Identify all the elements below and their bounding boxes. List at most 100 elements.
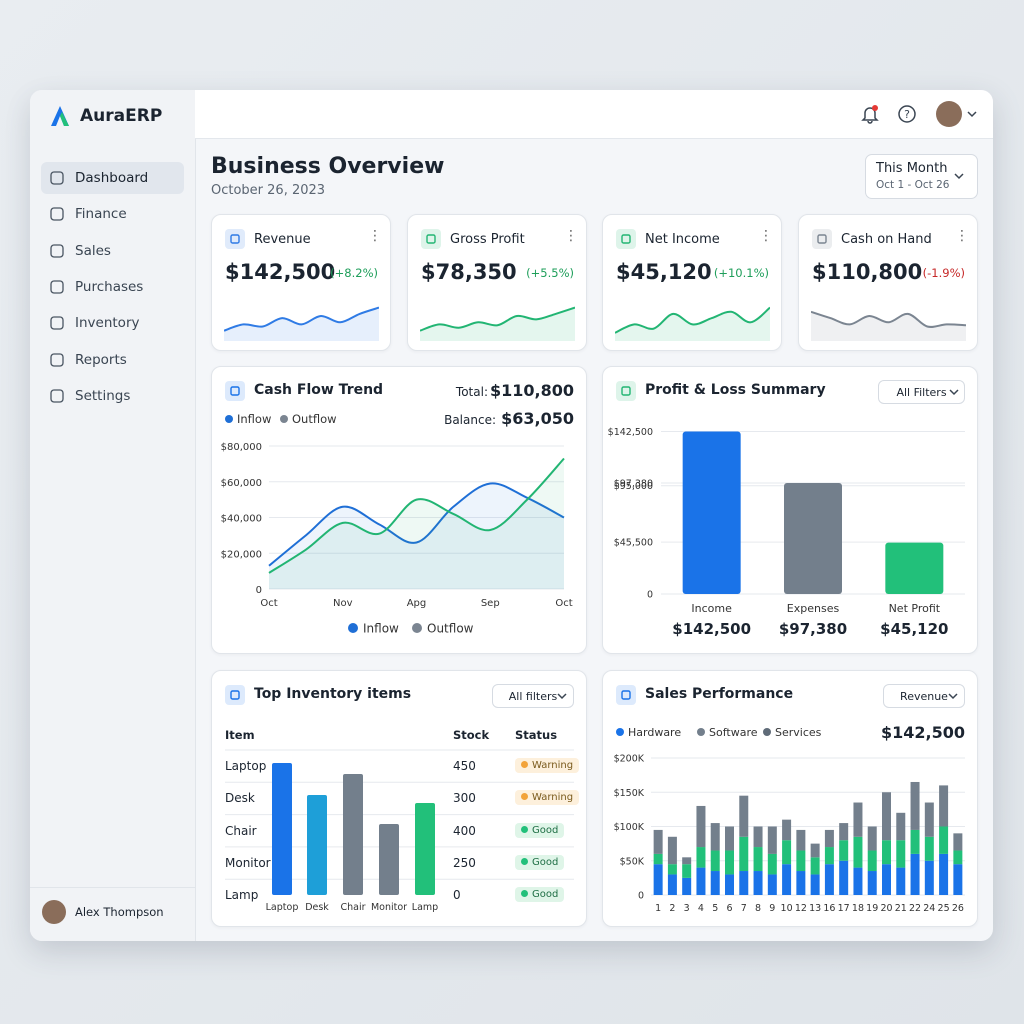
x-tick-label: 3 bbox=[684, 903, 690, 914]
bar-segment bbox=[753, 847, 763, 872]
filter-button[interactable]: Revenue bbox=[883, 684, 965, 708]
period-picker[interactable]: This Month Oct 1 - Oct 26 bbox=[865, 154, 978, 199]
bar-segment bbox=[753, 826, 763, 848]
filter-button[interactable]: All filters bbox=[492, 684, 574, 708]
nav-icon bbox=[50, 207, 64, 221]
bar-segment bbox=[824, 829, 834, 848]
nav-item[interactable]: Inventory bbox=[41, 307, 184, 339]
nav-icon-shape bbox=[50, 389, 64, 403]
kpi-card: Cash on Hand ⋮ $110,800 (-1.9%) bbox=[798, 214, 978, 351]
profile-avatar[interactable] bbox=[936, 101, 962, 127]
user-name: Alex Thompson bbox=[75, 905, 164, 919]
status-badge: Good bbox=[515, 822, 565, 838]
period-range: Oct 1 - Oct 26 bbox=[876, 179, 950, 191]
bar-segment bbox=[824, 864, 834, 895]
card-icon bbox=[225, 685, 245, 705]
bar-segment bbox=[953, 850, 963, 865]
x-tick-label: Lamp bbox=[412, 902, 438, 913]
kpi-menu[interactable]: ⋮ bbox=[368, 228, 382, 244]
kpi-menu[interactable]: ⋮ bbox=[564, 228, 578, 244]
caret bbox=[557, 693, 567, 700]
bar-segment bbox=[753, 871, 763, 895]
nav-item[interactable]: Settings bbox=[41, 380, 184, 412]
profile-caret[interactable] bbox=[967, 109, 977, 119]
bar-segment bbox=[796, 829, 806, 851]
x-tick-label: 26 bbox=[952, 903, 964, 914]
bar-segment bbox=[739, 871, 749, 895]
kpi-label: Cash on Hand bbox=[841, 232, 932, 247]
sparkline bbox=[811, 310, 966, 341]
svg-text:?: ? bbox=[904, 108, 910, 121]
status-badge: Good bbox=[515, 887, 565, 903]
sparkline bbox=[224, 306, 379, 341]
bar-segment bbox=[710, 823, 720, 851]
x-tick-label: 16 bbox=[823, 903, 835, 914]
card-icon-glyph bbox=[621, 690, 631, 700]
user-avatar[interactable] bbox=[42, 900, 66, 924]
pnl-card: Profit & Loss Summary All Filters 0 $45,500… bbox=[602, 366, 978, 654]
nav-label: Reports bbox=[75, 351, 127, 368]
cash-flow-card: Cash Flow Trend Total: $110,800 Balance: $63… bbox=[211, 366, 587, 654]
bar-segment bbox=[696, 805, 706, 848]
status-icon bbox=[521, 793, 528, 801]
sparkline-area bbox=[811, 311, 966, 341]
card-icon-bg bbox=[225, 685, 245, 705]
status-icon bbox=[521, 825, 528, 833]
nav-icon-shape bbox=[50, 316, 64, 330]
notifications[interactable] bbox=[860, 104, 880, 124]
nav-label: Purchases bbox=[75, 278, 144, 295]
bar-segment bbox=[824, 847, 834, 865]
bar-segment bbox=[653, 864, 663, 895]
nav-label: Sales bbox=[75, 242, 111, 259]
status-label: Good bbox=[532, 856, 559, 868]
help[interactable]: ? bbox=[897, 104, 917, 124]
x-tick-label: 17 bbox=[838, 903, 850, 914]
legend-label: Inflow bbox=[363, 622, 399, 636]
bar-segment bbox=[767, 874, 777, 895]
inventory-chart: Laptop Desk Chair Monitor Lamp bbox=[225, 749, 574, 913]
x-tick-label: Net Profit bbox=[889, 602, 941, 615]
nav-item[interactable]: Reports bbox=[41, 344, 184, 376]
kpi-menu[interactable]: ⋮ bbox=[955, 228, 969, 244]
card-icon bbox=[616, 381, 636, 401]
x-tick-label: Oct bbox=[555, 598, 572, 609]
x-tick-label: 13 bbox=[809, 903, 821, 914]
kpi-change: (+8.2%) bbox=[330, 266, 378, 280]
value-label: $45,120 bbox=[880, 620, 948, 638]
card-icon-glyph bbox=[230, 234, 240, 244]
legend-dot bbox=[348, 623, 358, 633]
caret-path bbox=[949, 389, 959, 396]
pnl-chart: 0$45,500$97,380$95,000$142,500Income$142… bbox=[608, 427, 965, 638]
nav-item[interactable]: Purchases bbox=[41, 271, 184, 303]
filter-label: Revenue bbox=[900, 689, 948, 703]
x-tick-label: Chair bbox=[340, 902, 365, 913]
stock: 250 bbox=[453, 855, 476, 870]
caret bbox=[948, 693, 958, 700]
nav-item[interactable]: Finance bbox=[41, 198, 184, 230]
x-tick-label: 1 bbox=[655, 903, 661, 914]
kpi-value: $45,120 bbox=[616, 260, 712, 284]
status-icon bbox=[521, 857, 528, 865]
y-tick-label: 0 bbox=[647, 590, 653, 601]
y-tick-label: $142,500 bbox=[608, 427, 653, 438]
brand: AuraERP bbox=[80, 106, 163, 126]
bar-segment bbox=[867, 850, 877, 872]
kpi-change: (+5.5%) bbox=[526, 266, 574, 280]
caret bbox=[954, 173, 964, 180]
kpi-menu[interactable]: ⋮ bbox=[759, 228, 773, 244]
legend-dot bbox=[280, 415, 288, 423]
card-icon bbox=[616, 685, 636, 705]
kpi-label: Revenue bbox=[254, 232, 311, 247]
card-icon-glyph bbox=[230, 386, 240, 396]
nav-icon bbox=[50, 389, 64, 403]
bar-segment bbox=[782, 819, 792, 841]
bar bbox=[307, 795, 327, 895]
top-bar: ? bbox=[195, 90, 993, 139]
filter-button[interactable]: All Filters bbox=[878, 380, 965, 404]
nav-item[interactable]: Sales bbox=[41, 235, 184, 267]
bar-segment bbox=[853, 836, 863, 868]
x-tick-label: 20 bbox=[880, 903, 892, 914]
bar-segment bbox=[867, 871, 877, 895]
card-icon bbox=[225, 229, 245, 249]
nav-item[interactable]: Dashboard bbox=[41, 162, 184, 194]
